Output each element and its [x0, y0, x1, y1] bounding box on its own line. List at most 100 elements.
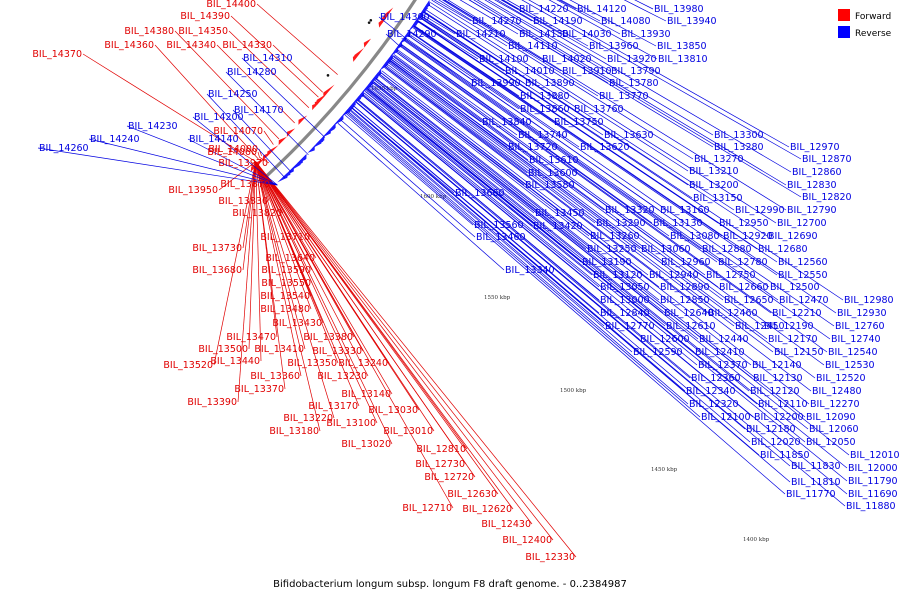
reverse-gene-label[interactable]: BIL_14120 [577, 4, 627, 15]
reverse-gene-label[interactable]: BIL_13130 [653, 218, 703, 229]
reverse-gene-label[interactable]: BIL_13150 [693, 193, 743, 204]
reverse-gene-label[interactable]: BIL_13250 [587, 244, 637, 255]
reverse-gene-label[interactable]: BIL_13920 [607, 54, 657, 65]
reverse-gene-label[interactable]: BIL_12130 [753, 373, 803, 384]
reverse-gene-label[interactable]: BIL_13050 [600, 282, 650, 293]
reverse-gene-label[interactable]: BIL_12980 [844, 295, 894, 306]
reverse-gene-label[interactable]: BIL_12370 [698, 360, 748, 371]
forward-gene-label[interactable]: BIL_12630 [447, 489, 497, 500]
reverse-gene-label[interactable]: BIL_12480 [812, 386, 862, 397]
reverse-gene-label[interactable]: BIL_13160 [660, 205, 710, 216]
reverse-gene-label[interactable]: BIL_12890 [660, 282, 710, 293]
reverse-gene-label[interactable]: BIL_13840 [482, 117, 532, 128]
reverse-gene-label[interactable]: BIL_13860 [520, 104, 570, 115]
reverse-gene-label[interactable]: BIL_12200 [754, 412, 804, 423]
reverse-gene-label[interactable]: BIL_14200 [194, 112, 244, 123]
reverse-gene-label[interactable]: BIL_12690 [768, 231, 818, 242]
reverse-gene-label[interactable]: BIL_13940 [667, 16, 717, 27]
reverse-gene-label[interactable]: BIL_11790 [848, 476, 898, 487]
reverse-gene-label[interactable]: BIL_13760 [574, 104, 624, 115]
reverse-gene-label[interactable]: BIL_13300 [714, 130, 764, 141]
forward-gene-label[interactable]: BIL_13350 [287, 358, 337, 369]
reverse-gene-label[interactable]: BIL_12880 [702, 244, 752, 255]
reverse-gene-label[interactable]: BIL_13610 [529, 155, 579, 166]
reverse-gene-label[interactable]: BIL_11850 [760, 450, 810, 461]
reverse-gene-label[interactable]: BIL_12700 [777, 218, 827, 229]
reverse-gene-label[interactable]: BIL_12960 [661, 257, 711, 268]
reverse-gene-label[interactable]: BIL_13270 [694, 154, 744, 165]
forward-gene-label[interactable]: BIL_13140 [341, 389, 391, 400]
forward-gene-label[interactable]: BIL_13970 [218, 158, 268, 169]
reverse-gene-label[interactable]: BIL_12940 [649, 270, 699, 281]
reverse-gene-label[interactable]: BIL_12650 [724, 295, 774, 306]
reverse-gene-label[interactable]: BIL_14220 [519, 4, 569, 15]
reverse-gene-label[interactable]: BIL_14260 [39, 143, 89, 154]
reverse-gene-label[interactable]: BIL_12660 [719, 282, 769, 293]
reverse-gene-label[interactable]: BIL_13930 [621, 29, 671, 40]
reverse-gene-label[interactable]: BIL_14080 [601, 16, 651, 27]
forward-gene-label[interactable]: BIL_13590 [261, 265, 311, 276]
reverse-gene-label[interactable]: BIL_13880 [520, 91, 570, 102]
reverse-gene-label[interactable]: BIL_12560 [778, 257, 828, 268]
reverse-gene-label[interactable]: BIL_13450 [535, 208, 585, 219]
reverse-gene-label[interactable]: BIL_12790 [787, 205, 837, 216]
reverse-gene-label[interactable]: BIL_12120 [750, 386, 800, 397]
forward-gene-label[interactable]: BIL_13820 [232, 208, 282, 219]
forward-gene-label[interactable]: BIL_14390 [180, 11, 230, 22]
reverse-gene-label[interactable]: BIL_14310 [243, 53, 293, 64]
forward-gene-label[interactable]: BIL_13360 [250, 371, 300, 382]
reverse-gene-label[interactable]: BIL_14280 [227, 67, 277, 78]
reverse-gene-label[interactable]: BIL_14250 [208, 89, 258, 100]
reverse-gene-label[interactable]: BIL_14010 [505, 66, 555, 77]
reverse-gene-label[interactable]: BIL_12060 [809, 424, 859, 435]
forward-gene-label[interactable]: BIL_13330 [312, 346, 362, 357]
reverse-gene-label[interactable]: BIL_13190 [582, 257, 632, 268]
forward-gene-label[interactable]: BIL_13100 [326, 418, 376, 429]
forward-gene-label[interactable]: BIL_12710 [402, 503, 452, 514]
reverse-gene-label[interactable]: BIL_12050 [806, 437, 856, 448]
reverse-gene-label[interactable]: BIL_12600 [640, 334, 690, 345]
reverse-gene-label[interactable]: BIL_13850 [657, 41, 707, 52]
reverse-gene-label[interactable]: BIL_11810 [791, 477, 841, 488]
reverse-gene-label[interactable]: BIL_12550 [778, 270, 828, 281]
reverse-gene-label[interactable]: BIL_13200 [689, 180, 739, 191]
forward-gene-label[interactable]: BIL_12810 [416, 444, 466, 455]
reverse-gene-label[interactable]: BIL_13620 [580, 142, 630, 153]
reverse-gene-label[interactable]: BIL_12760 [835, 321, 885, 332]
reverse-gene-label[interactable]: BIL_12860 [792, 167, 842, 178]
reverse-gene-label[interactable]: BIL_13660 [455, 188, 505, 199]
reverse-gene-label[interactable]: BIL_13580 [525, 180, 575, 191]
reverse-gene-label[interactable]: BIL_12870 [802, 154, 852, 165]
forward-gene-label[interactable]: BIL_14360 [104, 40, 154, 51]
reverse-gene-label[interactable]: BIL_13290 [596, 218, 646, 229]
reverse-gene-label[interactable]: BIL_14240 [90, 134, 140, 145]
reverse-gene-label[interactable]: BIL_12180 [746, 424, 796, 435]
reverse-gene-label[interactable]: BIL_12950 [719, 218, 769, 229]
reverse-gene-label[interactable]: BIL_12520 [816, 373, 866, 384]
reverse-gene-label[interactable]: BIL_12540 [828, 347, 878, 358]
reverse-gene-label[interactable]: BIL_12410 [695, 347, 745, 358]
forward-gene-label[interactable]: BIL_13870 [220, 179, 270, 190]
forward-gene-label[interactable]: BIL_13010 [383, 426, 433, 437]
reverse-gene-label[interactable]: BIL_12770 [605, 321, 655, 332]
reverse-gene-label[interactable]: BIL_12990 [735, 205, 785, 216]
reverse-gene-label[interactable]: BIL_12530 [825, 360, 875, 371]
forward-gene-label[interactable]: BIL_13390 [187, 397, 237, 408]
forward-gene-label[interactable]: BIL_14370 [32, 49, 82, 60]
forward-gene-label[interactable]: BIL_14070 [213, 126, 263, 137]
reverse-gene-label[interactable]: BIL_12830 [787, 180, 837, 191]
reverse-gene-label[interactable]: BIL_13420 [533, 221, 583, 232]
forward-gene-label[interactable]: BIL_13640 [265, 253, 315, 264]
reverse-gene-label[interactable]: BIL_13280 [714, 142, 764, 153]
reverse-gene-label[interactable]: BIL_12610 [666, 321, 716, 332]
reverse-gene-label[interactable]: BIL_13080 [670, 231, 720, 242]
reverse-gene-label[interactable]: BIL_14110 [508, 41, 558, 52]
reverse-gene-label[interactable]: BIL_11880 [846, 501, 896, 512]
reverse-gene-label[interactable]: BIL_13460 [476, 232, 526, 243]
reverse-gene-label[interactable]: BIL_14030 [562, 29, 612, 40]
reverse-gene-label[interactable]: BIL_13560 [474, 220, 524, 231]
reverse-gene-label[interactable]: BIL_13990 [471, 78, 521, 89]
reverse-gene-label[interactable]: BIL_12930 [837, 308, 887, 319]
reverse-gene-label[interactable]: BIL_13600 [528, 168, 578, 179]
reverse-gene-label[interactable]: BIL_12500 [770, 282, 820, 293]
